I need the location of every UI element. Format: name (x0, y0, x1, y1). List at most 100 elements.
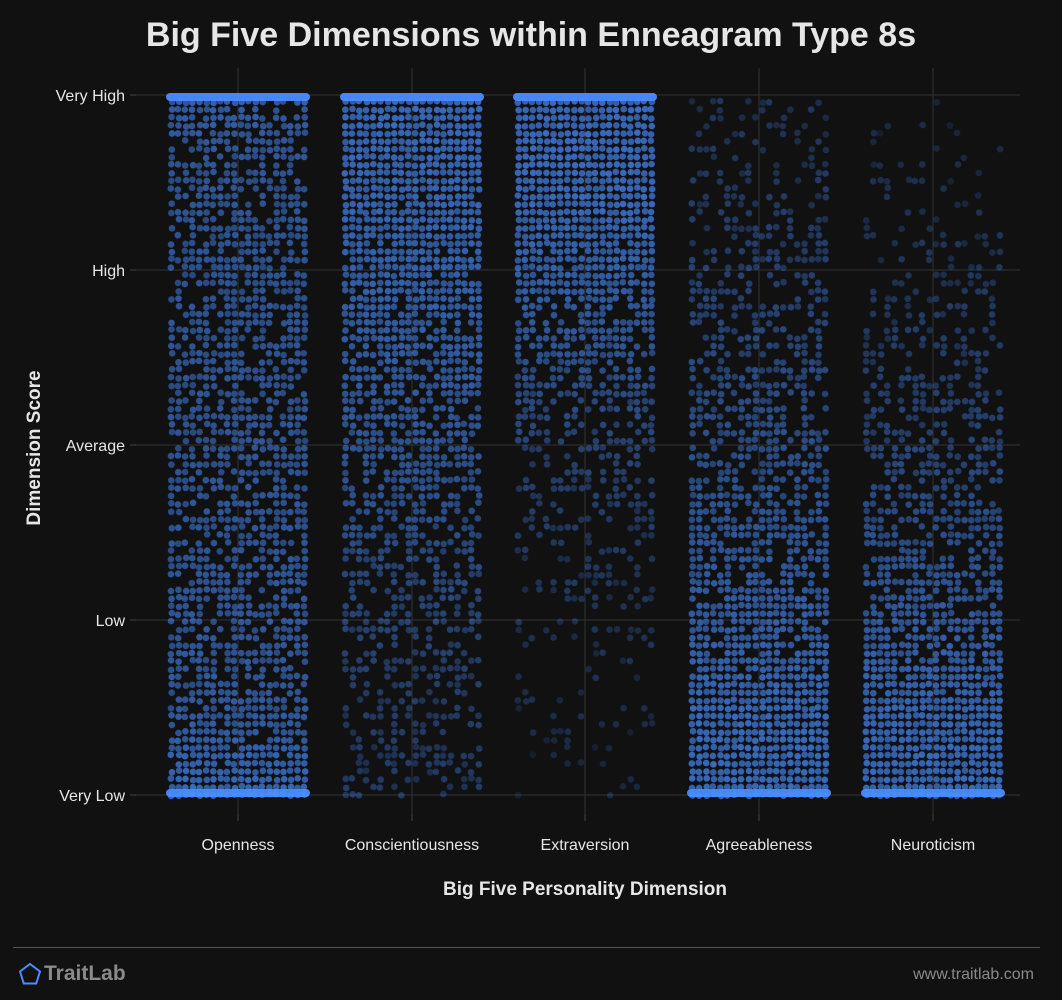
data-point (461, 342, 469, 351)
data-point (869, 776, 878, 784)
data-point (349, 390, 357, 398)
data-point (793, 524, 802, 532)
data-point (808, 437, 816, 445)
data-point (633, 398, 641, 406)
data-point (265, 319, 273, 327)
data-point (294, 437, 302, 445)
data-point (563, 106, 571, 114)
data-point (301, 113, 309, 122)
data-point (467, 705, 476, 713)
data-point (300, 280, 308, 288)
data-point (230, 397, 238, 405)
data-point (404, 461, 413, 469)
data-point (258, 390, 267, 398)
data-point (202, 154, 210, 162)
data-point (772, 735, 780, 744)
data-point (571, 617, 579, 625)
data-point (475, 721, 483, 729)
data-point (447, 208, 455, 217)
data-point (598, 177, 607, 186)
data-point (411, 500, 419, 509)
data-point (814, 711, 822, 720)
data-point (557, 318, 565, 326)
data-point (341, 469, 350, 477)
data-point (216, 310, 225, 318)
data-point (447, 492, 455, 500)
data-point (982, 728, 990, 737)
data-point (447, 295, 455, 304)
data-point (612, 193, 621, 201)
data-point (536, 248, 544, 256)
data-point (758, 475, 766, 483)
data-point (377, 491, 385, 499)
data-point (815, 681, 823, 690)
data-point (251, 719, 260, 728)
data-point (807, 743, 815, 752)
data-point (446, 121, 454, 130)
data-point (807, 609, 815, 618)
data-point (398, 318, 406, 327)
data-point (695, 602, 704, 610)
data-point (974, 782, 983, 791)
data-point (862, 767, 870, 776)
data-point (793, 499, 801, 507)
data-point (475, 185, 483, 194)
data-point (355, 185, 363, 193)
data-point (341, 215, 349, 224)
data-point (807, 105, 815, 114)
data-point (467, 154, 475, 162)
data-point (265, 413, 273, 422)
data-point (238, 367, 246, 375)
data-point (738, 193, 746, 202)
data-point (356, 578, 364, 586)
data-point (223, 593, 231, 602)
data-point (397, 381, 405, 389)
data-point (550, 736, 558, 745)
data-point (446, 334, 454, 342)
data-point (821, 515, 829, 524)
data-point (723, 224, 732, 232)
data-point (647, 626, 656, 635)
data-point (605, 579, 613, 587)
data-point (591, 152, 600, 161)
data-point (411, 626, 419, 634)
data-point (181, 209, 190, 217)
data-point (202, 138, 211, 147)
data-point (772, 209, 781, 217)
data-point (598, 326, 606, 335)
data-point (584, 483, 592, 491)
data-point (529, 106, 537, 114)
data-point (793, 459, 801, 467)
data-point (475, 341, 483, 349)
data-point (793, 759, 802, 767)
data-point (405, 452, 413, 460)
data-point (369, 263, 377, 272)
data-point (294, 586, 302, 594)
data-point (439, 326, 448, 334)
data-point (535, 232, 543, 240)
data-point (342, 523, 350, 532)
data-point (167, 483, 176, 492)
data-point (231, 413, 239, 421)
data-point (440, 271, 448, 279)
data-point (356, 310, 364, 319)
data-point (210, 145, 218, 153)
data-point (710, 531, 718, 539)
data-point (377, 547, 385, 556)
data-point (925, 775, 934, 783)
data-point (549, 350, 558, 358)
data-point (787, 610, 795, 619)
data-point (167, 602, 176, 610)
data-point (209, 201, 217, 209)
data-point (730, 554, 738, 562)
data-point (584, 154, 592, 162)
data-point (203, 530, 211, 539)
data-point (426, 365, 434, 373)
data-point (376, 641, 384, 650)
data-point (932, 735, 941, 743)
data-point (439, 609, 447, 618)
data-point (258, 429, 266, 437)
data-point (453, 571, 462, 579)
data-point (773, 704, 781, 712)
data-point (383, 152, 391, 161)
